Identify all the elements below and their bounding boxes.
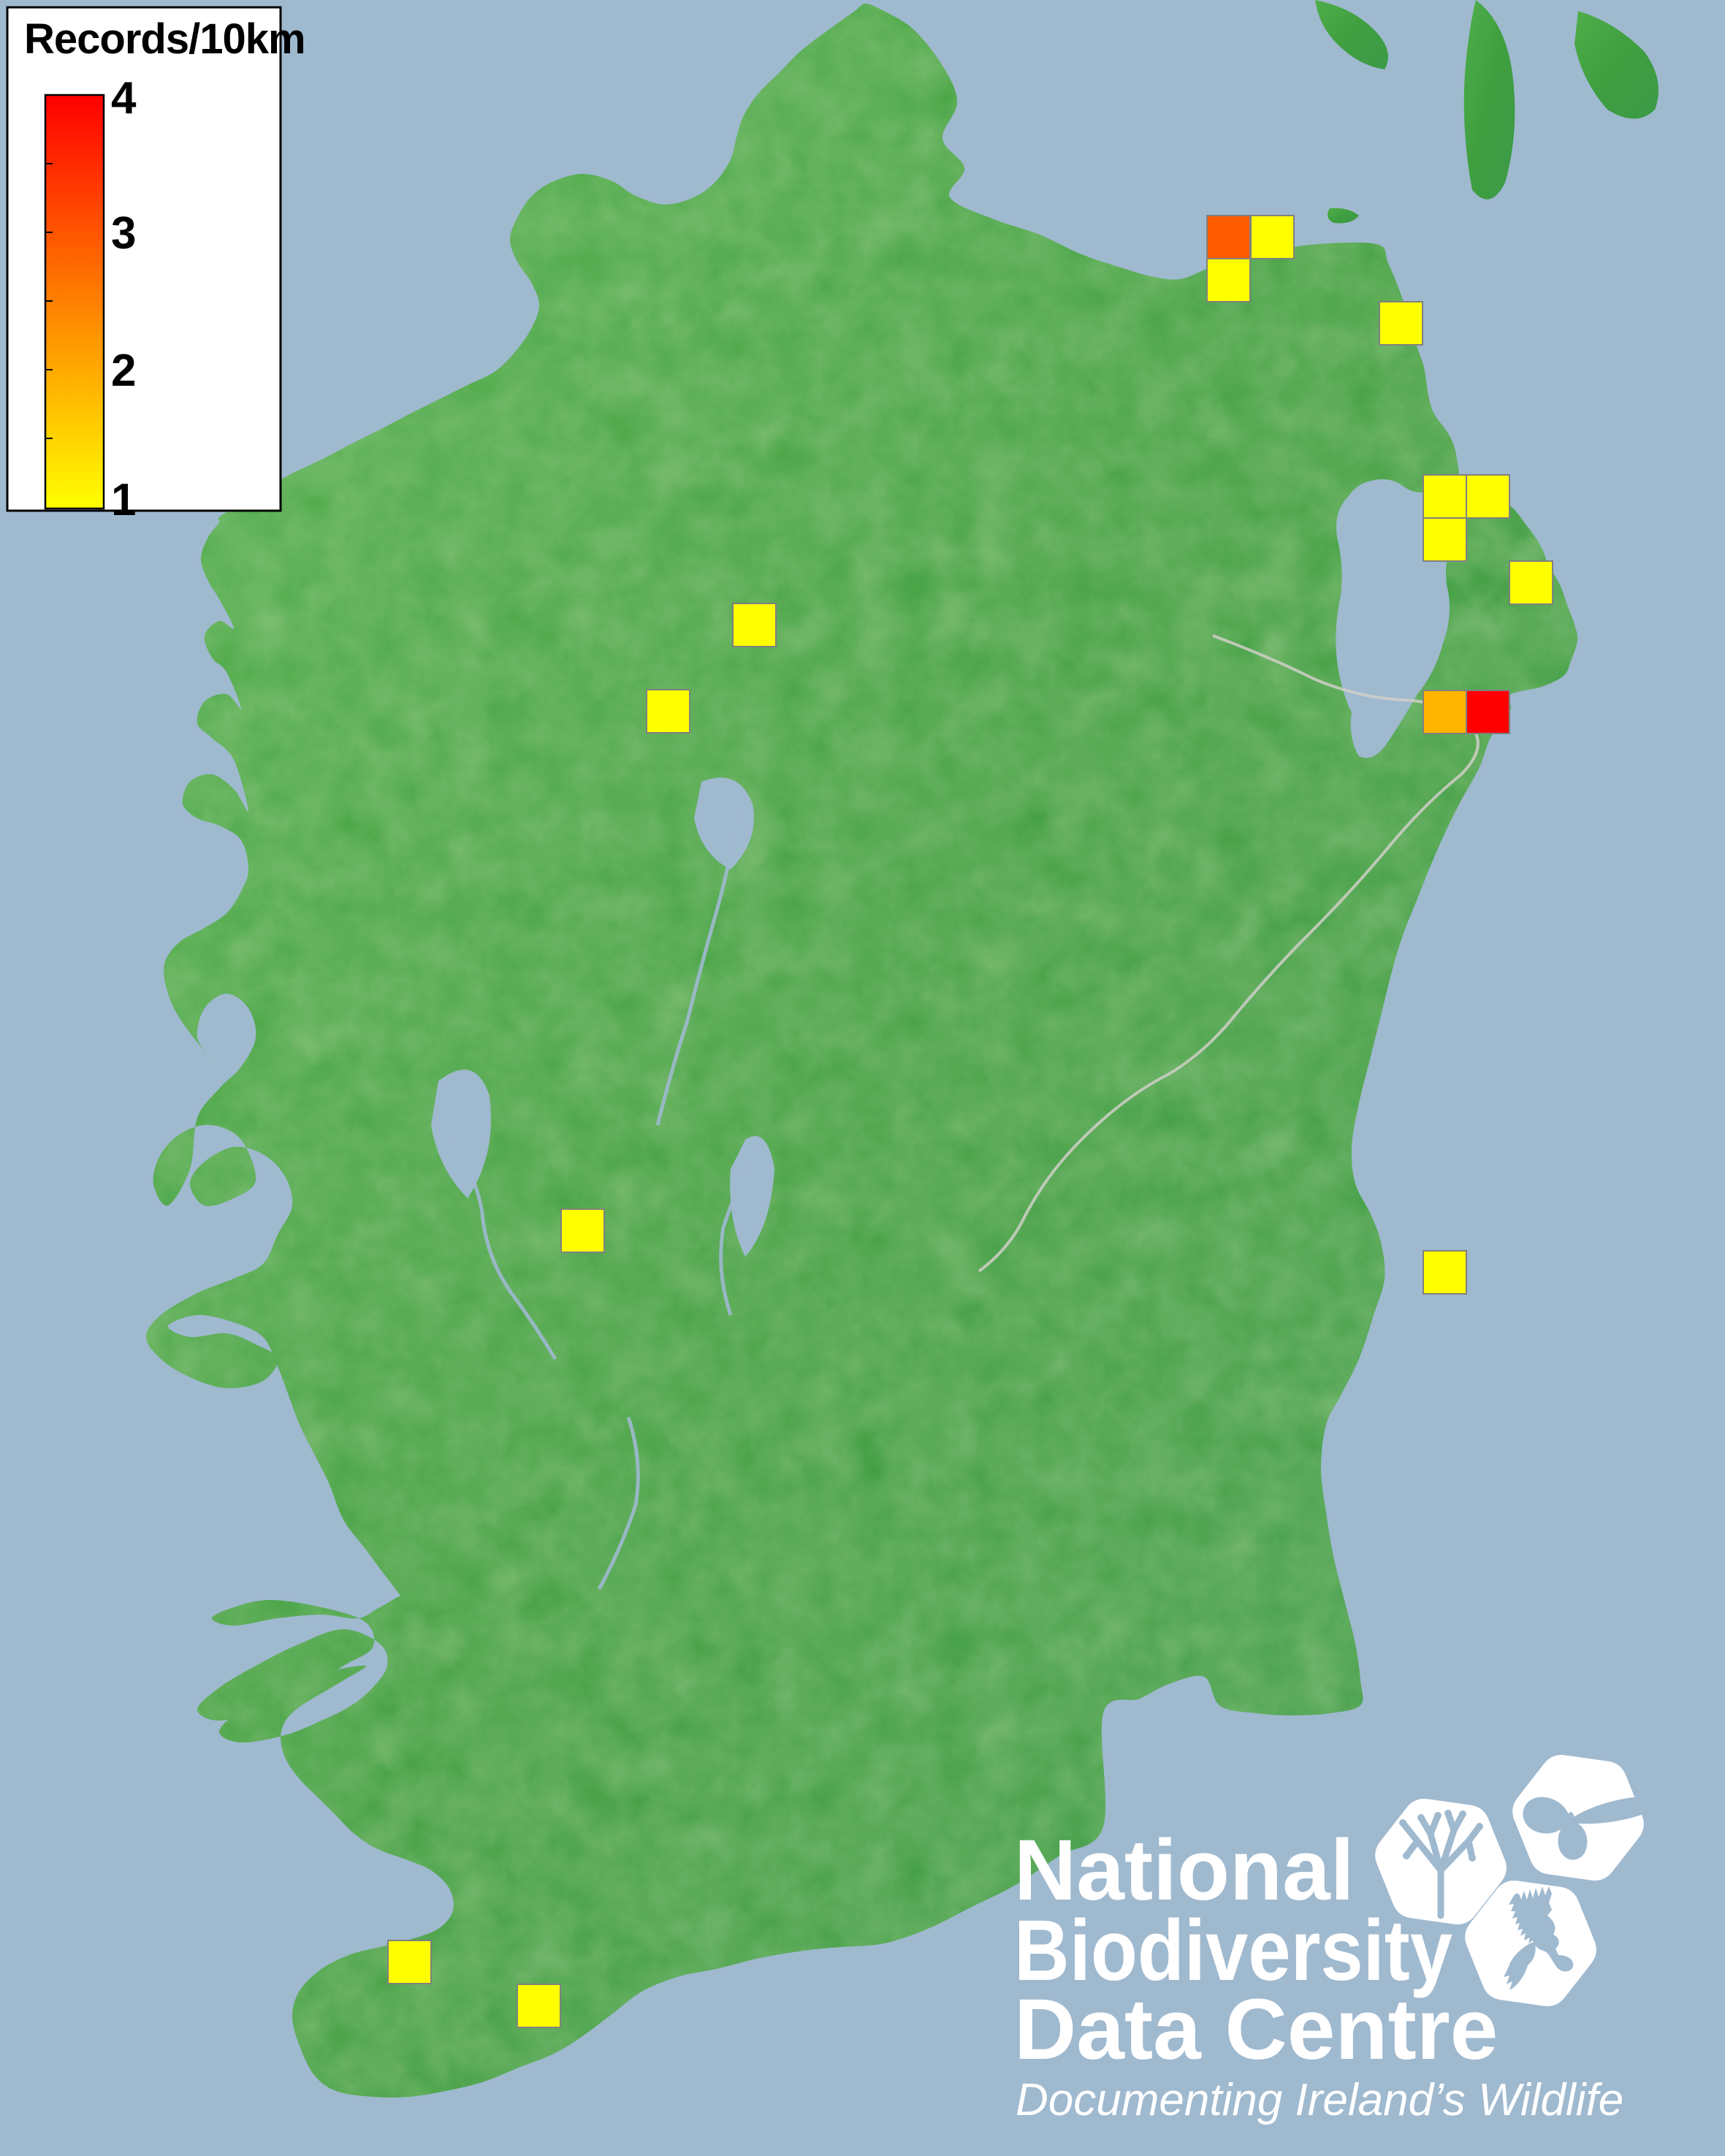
svg-text:1: 1 — [111, 475, 136, 525]
svg-text:Documenting Ireland’s Wildlife: Documenting Ireland’s Wildlife — [1016, 2075, 1623, 2125]
svg-text:3: 3 — [111, 208, 136, 259]
svg-text:Records/10km: Records/10km — [24, 15, 305, 63]
svg-text:2: 2 — [111, 346, 136, 396]
svg-text:Data Centre: Data Centre — [1014, 1981, 1498, 2078]
svg-text:4: 4 — [111, 73, 137, 123]
